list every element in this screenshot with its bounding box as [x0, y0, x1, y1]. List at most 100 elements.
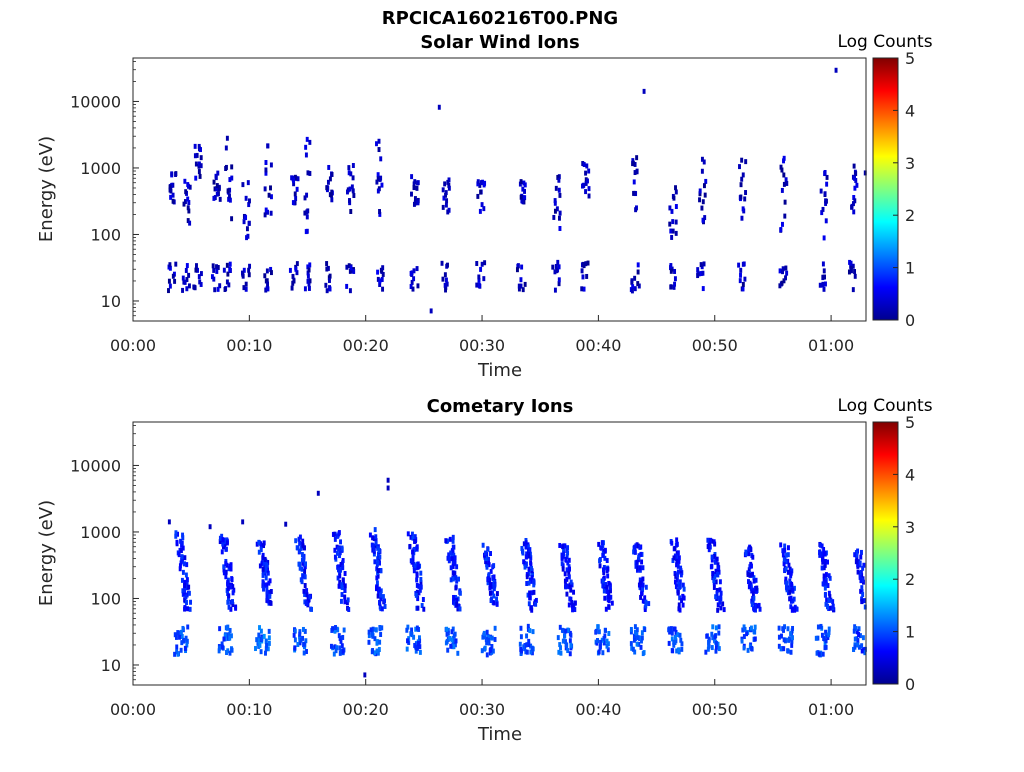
spectrogram-cell [269, 589, 273, 594]
spectrogram-cell [183, 561, 186, 567]
spectrogram-cell [267, 628, 271, 634]
spectrogram-cell [860, 643, 864, 649]
spectrogram-cell [292, 632, 296, 638]
spectrogram-cell [744, 551, 748, 557]
spectrogram-cell [304, 229, 308, 235]
spectrogram-cell [300, 557, 304, 563]
spectrogram-cell [221, 541, 225, 547]
spectrogram-cell [305, 649, 308, 654]
spectrogram-cell [451, 538, 455, 544]
spectrogram-cell [451, 544, 455, 550]
spectrogram-cell [495, 601, 499, 607]
spectrogram-cell [819, 188, 823, 194]
spectrogram-cell [677, 647, 681, 653]
spectrogram-cell [671, 228, 675, 234]
spectrogram-cell [610, 600, 614, 606]
spectrogram-cell [861, 635, 865, 641]
spectrogram-cell [198, 173, 202, 179]
spectrogram-cell [485, 640, 489, 646]
spectrogram-cell [337, 531, 341, 537]
spectrogram-cell [783, 568, 787, 574]
spectrogram-cell [446, 630, 450, 636]
spectrogram-cell [416, 180, 420, 186]
spectrogram-cell [258, 563, 262, 569]
spectrogram-cell [526, 544, 530, 550]
spectrogram-cell [752, 588, 756, 594]
spectrogram-cell [717, 595, 721, 601]
spectrogram-cell [752, 595, 756, 601]
spectrogram-cell [563, 571, 567, 577]
spectrogram-cell [825, 181, 829, 187]
y-tick-label: 1000 [80, 523, 121, 542]
spectrogram-cell [557, 649, 561, 655]
spectrogram-cell [518, 641, 522, 647]
spectrogram-cell [754, 588, 758, 594]
spectrogram-cell [778, 268, 782, 274]
spectrogram-cell [227, 282, 231, 288]
spectrogram-cell [338, 573, 342, 579]
spectrogram-cell [824, 281, 827, 287]
spectrogram-cell [179, 647, 183, 653]
spectrogram-cell [640, 638, 643, 644]
spectrogram-cell [297, 536, 301, 542]
spectrogram-cell [821, 581, 825, 587]
spectrogram-cell [247, 272, 251, 278]
spectrogram-cell [604, 627, 607, 633]
spectrogram-cell [414, 644, 418, 650]
spectrogram-cell [758, 606, 762, 612]
spectrogram-cell [640, 559, 644, 565]
spectrogram-cell [635, 559, 639, 565]
spectrogram-cell [241, 519, 245, 525]
spectrogram-cell [412, 568, 416, 574]
spectrogram-cell [780, 167, 784, 173]
spectrogram-cell [410, 279, 414, 285]
spectrogram-cell [521, 287, 525, 293]
spectrogram-cell [298, 540, 302, 546]
spectrogram-cell [350, 184, 354, 190]
spectrogram-cell [267, 635, 271, 641]
spectrogram-cell [857, 626, 861, 632]
spectrogram-cell [476, 193, 480, 199]
spectrogram-cell [306, 264, 310, 270]
spectrogram-cell [752, 578, 756, 584]
spectrogram-cell [822, 635, 826, 641]
spectrogram-cell [296, 176, 300, 182]
spectrogram-cell [349, 265, 353, 271]
spectrogram-cell [741, 261, 745, 267]
spectrogram-cell [488, 582, 492, 588]
spectrogram-cell [302, 650, 306, 656]
spectrogram-cell [328, 176, 332, 182]
spectrogram-cell [187, 584, 191, 590]
spectrogram-cell [854, 552, 858, 558]
spectrogram-cell [777, 634, 781, 640]
spectrogram-cell [247, 267, 251, 273]
spectrogram-cell [741, 281, 745, 287]
spectrogram-cell [825, 598, 829, 604]
spectrogram-cell [524, 649, 528, 655]
spectrogram-cell [525, 633, 529, 639]
spectrogram-cell [229, 606, 233, 612]
spectrogram-cell [304, 561, 307, 567]
spectrogram-cell [563, 578, 567, 584]
spectrogram-cell [406, 624, 410, 630]
spectrogram-cell [704, 649, 708, 655]
colorbar-tick-label: 4 [905, 101, 915, 120]
spectrogram-cell [307, 597, 311, 603]
spectrogram-cell [566, 627, 570, 633]
spectrogram-cell [410, 627, 414, 633]
spectrogram-cell [740, 638, 744, 644]
spectrogram-cell [781, 548, 785, 554]
spectrogram-cell [530, 575, 534, 581]
spectrogram-cell [860, 599, 864, 605]
spectrogram-cell [371, 535, 375, 541]
colorbar-ticks: 0 1 2 3 4 5 [893, 49, 915, 330]
x-axis-label: Time [477, 360, 522, 381]
spectrogram-cell [747, 550, 751, 556]
spectrogram-cell [293, 174, 297, 180]
spectrogram-cell [304, 638, 308, 644]
spectrogram-cell [859, 588, 863, 594]
spectrogram-cell [714, 579, 718, 585]
spectrogram-cell [823, 169, 827, 175]
spectrogram-cell [306, 170, 310, 176]
spectrogram-cell [345, 283, 349, 289]
